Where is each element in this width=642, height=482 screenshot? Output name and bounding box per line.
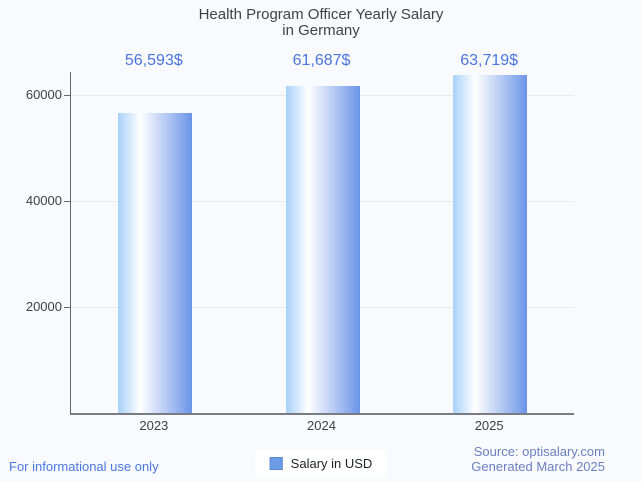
y-tick-mark <box>64 95 70 96</box>
source-block: Source: optisalary.com Generated March 2… <box>471 444 605 474</box>
value-label-2023: 56,593$ <box>124 52 183 69</box>
x-axis-label-2024: 2024 <box>307 418 336 433</box>
chart-title-line2: in Germany <box>282 22 360 39</box>
chart-title: Health Program Officer Yearly Salary in … <box>0 7 642 39</box>
y-axis-label-40000: 40000 <box>25 193 62 208</box>
legend-label: Salary in USD <box>290 456 373 471</box>
legend-swatch-icon <box>269 457 283 470</box>
y-tick-mark <box>64 307 70 308</box>
generated-date: Generated March 2025 <box>471 459 605 474</box>
value-label-2025: 63,719$ <box>460 52 519 69</box>
value-label-2024: 61,687$ <box>292 52 351 69</box>
bar-2024[interactable] <box>285 86 360 413</box>
y-tick-mark <box>64 201 70 202</box>
source-link[interactable]: Source: optisalary.com <box>473 444 605 459</box>
y-axis-label-60000: 60000 <box>25 87 62 102</box>
legend[interactable]: Salary in USD <box>255 450 387 477</box>
bar-2025[interactable] <box>453 75 528 413</box>
plot-area <box>70 72 574 415</box>
bar-2023[interactable] <box>117 113 192 413</box>
x-axis-label-2023: 2023 <box>139 418 169 433</box>
disclaimer-text: For informational use only <box>9 459 159 474</box>
chart-title-line1: Health Program Officer Yearly Salary <box>198 6 444 23</box>
y-axis-label-20000: 20000 <box>25 299 62 314</box>
x-axis-label-2025: 2025 <box>474 418 504 433</box>
